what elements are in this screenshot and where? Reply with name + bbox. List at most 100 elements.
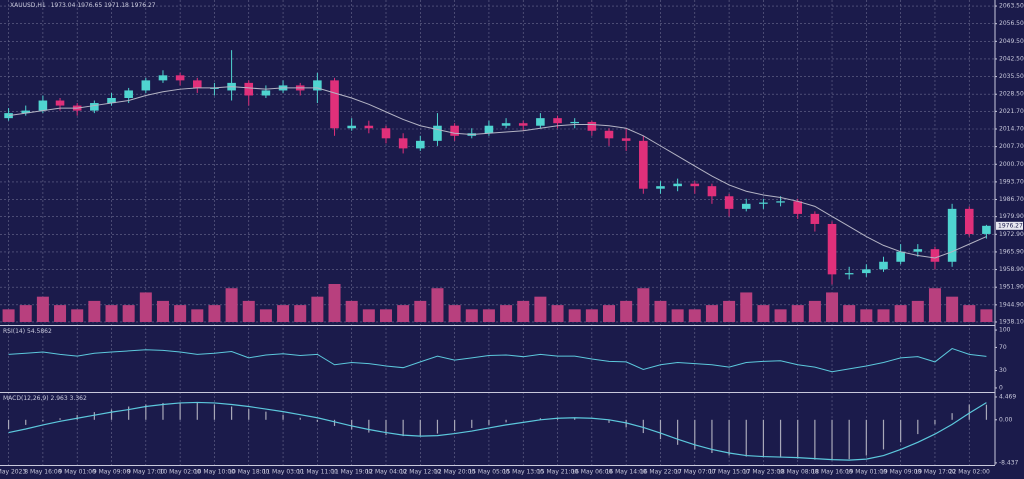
- macd-bar: [659, 419, 662, 440]
- x-tick-label: 9 May 01:00: [59, 469, 97, 476]
- macd-bar: [848, 419, 850, 460]
- candle-body: [776, 201, 785, 203]
- candle-body: [158, 75, 168, 81]
- macd-bar: [831, 419, 833, 461]
- x-tick-label: 12 May 12:00: [400, 469, 441, 476]
- x-tick-label: 16 May 14:00: [606, 469, 647, 476]
- candle-body: [330, 80, 339, 129]
- candle-body: [416, 140, 425, 149]
- y-tick-label: 2042.50: [999, 55, 1024, 62]
- macd-bar: [968, 404, 970, 420]
- candle-body: [793, 201, 803, 214]
- y-tick-label: 1972.90: [999, 231, 1024, 238]
- candle-body: [862, 269, 871, 274]
- macd-bar: [282, 414, 284, 420]
- y-tick-label: 1958.90: [999, 266, 1024, 273]
- candle-body: [690, 183, 700, 187]
- volume-bar: [431, 288, 444, 322]
- candle-body: [759, 202, 768, 204]
- macd-bar: [882, 419, 885, 450]
- volume-bar: [980, 309, 993, 322]
- macd-bar: [128, 406, 130, 420]
- volume-bar: [362, 309, 375, 322]
- x-tick-label: 18 May 08:00: [777, 469, 818, 476]
- volume-bar: [465, 309, 478, 322]
- volume-bar: [740, 292, 753, 322]
- volume-bar: [88, 300, 101, 322]
- y-tick-label: 1965.90: [999, 248, 1024, 255]
- y-tick-label: 2063.50: [999, 3, 1024, 10]
- macd-bar: [368, 419, 370, 433]
- candle-body: [398, 138, 408, 149]
- volume-bar: [122, 305, 135, 322]
- y-tick-label: -8.437: [999, 459, 1019, 466]
- candle-body: [21, 110, 31, 114]
- candle-body: [707, 186, 717, 197]
- macd-bar: [93, 412, 95, 420]
- macd-bar: [333, 419, 336, 426]
- macd-bar: [574, 418, 576, 420]
- x-tick-label: 8 May 2023: [0, 469, 26, 476]
- x-tick-label: 15 May 05:00: [468, 469, 509, 476]
- y-tick-label: 1979.90: [999, 213, 1024, 220]
- candle-body: [896, 251, 905, 262]
- y-tick-label: 1944.90: [999, 301, 1024, 308]
- volume-bar: [277, 305, 290, 322]
- y-tick-label: 1993.70: [999, 178, 1024, 185]
- rsi-title: RSI(14): [3, 328, 25, 335]
- x-tick-label: 12 May 04:00: [365, 469, 406, 476]
- candle-body: [313, 80, 322, 91]
- x-tick-label: 17 May 23:00: [743, 469, 784, 476]
- volume-bar: [259, 309, 272, 322]
- candle-body: [930, 249, 940, 262]
- volume-bar: [191, 309, 204, 322]
- x-tick-label: 9 May 09:00: [93, 469, 131, 476]
- symbol-header: XAUUSD,H1 1973.04 1976.65 1971.18 1976.2…: [10, 2, 156, 9]
- candle-body: [947, 208, 957, 262]
- volume-bar: [877, 309, 890, 322]
- volume-bar: [551, 305, 564, 322]
- candle-body: [964, 208, 974, 235]
- macd-bar: [985, 404, 988, 420]
- macd-bar: [196, 402, 198, 420]
- candle-body: [175, 75, 185, 81]
- candle-body: [433, 125, 442, 141]
- y-tick-label: 2014.70: [999, 125, 1024, 132]
- candle-body: [810, 213, 820, 224]
- x-tick-label: 19 May 01:00: [846, 469, 887, 476]
- candle-body: [484, 125, 494, 134]
- macd-bar: [213, 404, 216, 420]
- candle-body: [639, 140, 648, 189]
- macd-bar: [797, 419, 799, 459]
- volume-bar: [928, 288, 941, 322]
- candle-body: [261, 90, 271, 96]
- volume-bar: [826, 292, 839, 322]
- macd-bar: [865, 419, 867, 456]
- x-tick-label: 8 May 16:00: [24, 469, 62, 476]
- macd-bar: [76, 415, 78, 420]
- x-tick-label: 9 May 17:00: [127, 469, 165, 476]
- volume-bar: [482, 309, 495, 322]
- y-tick-label: 2007.70: [999, 143, 1024, 150]
- candle-body: [621, 138, 631, 141]
- x-tick-label: 19 May 09:00: [880, 469, 921, 476]
- y-tick-label: 100: [999, 327, 1011, 334]
- y-tick-label: 2021.70: [999, 108, 1024, 115]
- volume-bar: [620, 300, 633, 322]
- x-tick-label: 11 May 11:00: [297, 469, 338, 476]
- macd-bar: [162, 402, 164, 420]
- candle-body: [724, 196, 734, 209]
- candle-body: [192, 80, 202, 88]
- high: 1976.65: [77, 2, 102, 9]
- macd-bar: [402, 419, 404, 437]
- macd-bar: [642, 419, 644, 434]
- rsi-line: [8, 348, 987, 373]
- candle-body: [38, 100, 48, 111]
- y-tick-label: 2049.50: [999, 38, 1024, 45]
- volume-bar: [294, 305, 307, 322]
- x-tick-label: 15 May 13:00: [503, 469, 544, 476]
- volume-bar: [397, 305, 410, 322]
- x-tick-label: 10 May 18:00: [228, 469, 269, 476]
- volume-bar: [242, 300, 255, 322]
